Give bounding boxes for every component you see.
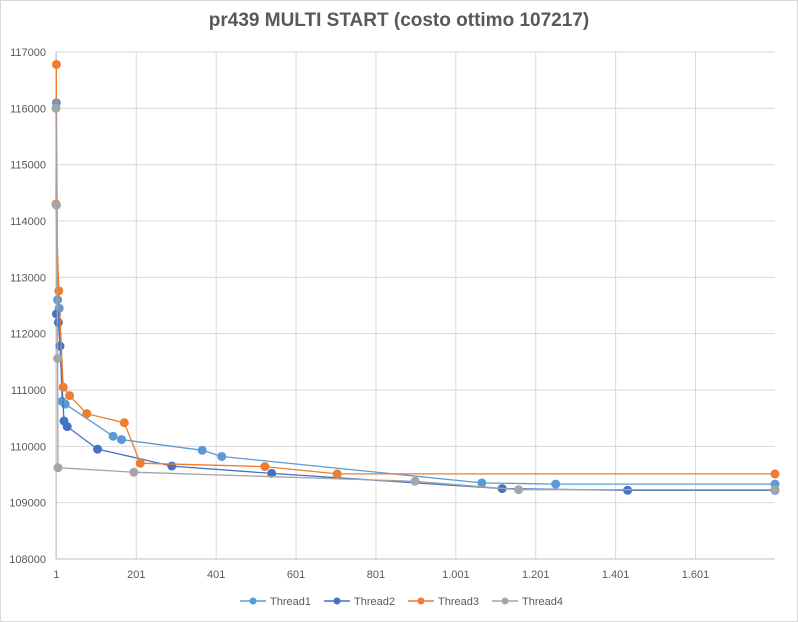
series-line bbox=[55, 64, 775, 475]
data-point bbox=[197, 445, 207, 455]
data-point bbox=[58, 382, 68, 392]
data-point bbox=[477, 478, 487, 488]
x-tick-label: 401 bbox=[207, 569, 225, 581]
data-point bbox=[770, 485, 780, 495]
x-tick-label: 1.601 bbox=[682, 569, 710, 581]
data-point bbox=[62, 422, 72, 432]
data-point bbox=[770, 469, 780, 479]
y-tick-label: 117000 bbox=[10, 47, 46, 59]
legend-label: Thread1 bbox=[270, 596, 311, 608]
y-tick-label: 110000 bbox=[10, 441, 46, 453]
legend-label: Thread4 bbox=[522, 596, 563, 608]
legend-label: Thread2 bbox=[354, 596, 395, 608]
x-tick-label: 1.401 bbox=[602, 569, 630, 581]
data-point bbox=[129, 467, 139, 477]
y-tick-label: 115000 bbox=[10, 160, 46, 172]
series-thread4 bbox=[51, 103, 780, 495]
series-thread1 bbox=[51, 98, 780, 489]
legend-item-thread2: Thread2 bbox=[324, 596, 395, 608]
y-tick-label: 112000 bbox=[10, 329, 46, 341]
data-point bbox=[60, 399, 70, 409]
data-point bbox=[82, 409, 92, 419]
legend-marker bbox=[501, 597, 509, 605]
y-tick-label: 116000 bbox=[10, 103, 46, 115]
legend-marker bbox=[333, 597, 341, 605]
x-tick-label: 801 bbox=[367, 569, 385, 581]
data-point bbox=[53, 463, 63, 473]
legend: Thread1 Thread2 Thread3 Thread4 bbox=[240, 596, 563, 608]
data-point bbox=[65, 391, 75, 401]
x-tick-label: 601 bbox=[287, 569, 305, 581]
x-tick-label: 1.201 bbox=[522, 569, 550, 581]
series-thread2 bbox=[51, 309, 780, 495]
data-point bbox=[53, 317, 63, 327]
data-point bbox=[217, 451, 227, 461]
data-point bbox=[119, 418, 129, 428]
x-axis-tick-labels: 1 201 401 601 801 1.001 1.201 1.401 1.601 bbox=[53, 569, 709, 581]
x-tick-label: 1 bbox=[53, 569, 59, 581]
y-tick-label: 108000 bbox=[9, 554, 46, 566]
data-point bbox=[54, 286, 64, 296]
data-point bbox=[93, 444, 103, 454]
legend-marker bbox=[417, 597, 425, 605]
data-point bbox=[260, 462, 270, 472]
data-point bbox=[332, 469, 342, 479]
legend-item-thread3: Thread3 bbox=[408, 596, 479, 608]
data-point bbox=[51, 200, 61, 210]
data-point bbox=[51, 309, 61, 319]
legend-marker bbox=[249, 597, 257, 605]
data-point bbox=[108, 431, 118, 441]
series-thread3 bbox=[51, 59, 780, 479]
y-tick-label: 113000 bbox=[10, 272, 46, 284]
legend-label: Thread3 bbox=[438, 596, 479, 608]
data-point bbox=[117, 435, 127, 445]
series-line bbox=[55, 108, 775, 491]
data-point bbox=[514, 485, 524, 495]
series-line bbox=[55, 102, 775, 485]
chart-title: pr439 MULTI START (costo ottimo 107217) bbox=[208, 10, 590, 31]
x-tick-label: 201 bbox=[127, 569, 145, 581]
data-point bbox=[551, 479, 561, 489]
data-point bbox=[51, 59, 61, 69]
data-point bbox=[410, 476, 420, 486]
x-tick-label: 1.001 bbox=[442, 569, 470, 581]
legend-item-thread4: Thread4 bbox=[492, 596, 563, 608]
data-point bbox=[267, 468, 277, 478]
data-series bbox=[51, 59, 780, 495]
data-point bbox=[167, 461, 177, 471]
data-point bbox=[51, 103, 61, 113]
y-tick-label: 114000 bbox=[10, 216, 46, 228]
y-tick-label: 109000 bbox=[9, 498, 46, 510]
y-axis-tick-labels: 108000 109000 110000 111000 112000 113000 1140… bbox=[9, 47, 46, 566]
y-tick-label: 111000 bbox=[11, 385, 46, 397]
data-point bbox=[135, 458, 145, 468]
data-point bbox=[53, 353, 63, 363]
legend-item-thread1: Thread1 bbox=[240, 596, 311, 608]
